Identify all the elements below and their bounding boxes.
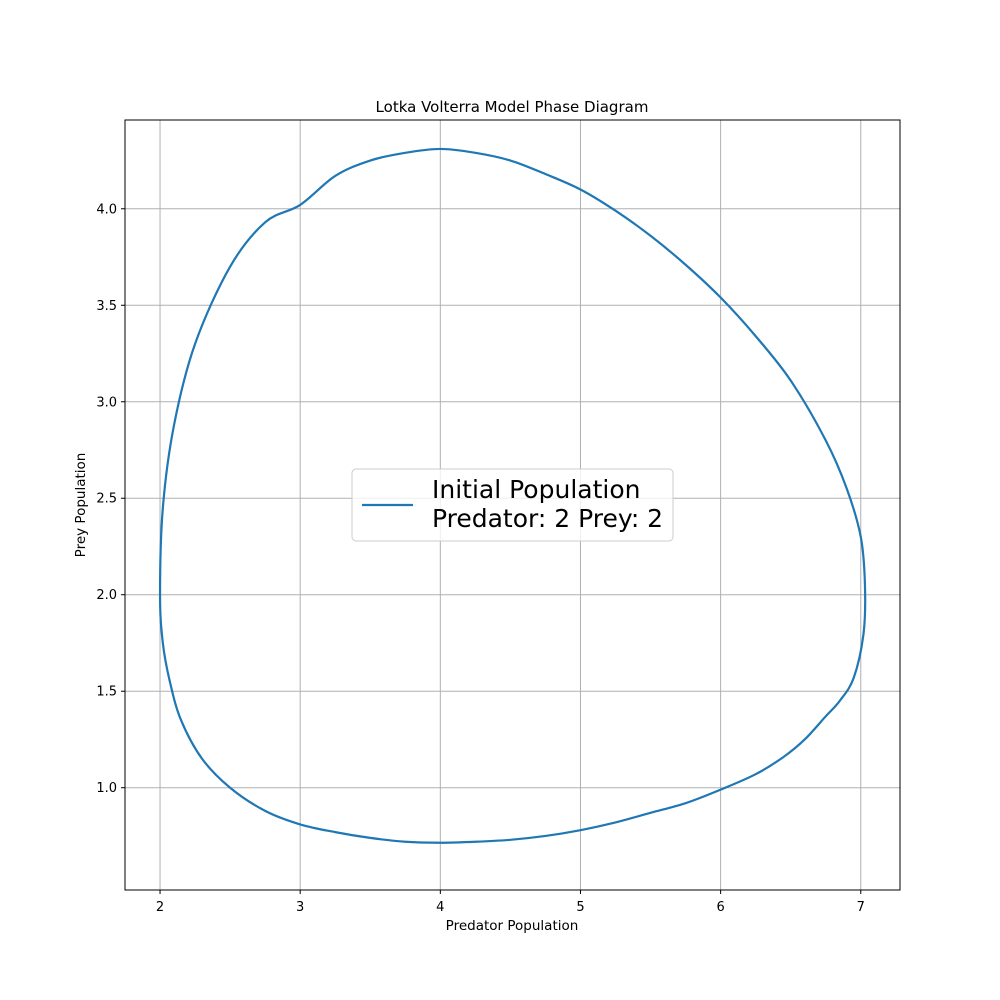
y-tick-label: 2.0 [96, 588, 117, 603]
legend-label-line-1: Initial Population [432, 475, 640, 504]
y-ticks: 1.0 1.5 2.0 2.5 3.0 3.5 4.0 [96, 202, 125, 796]
x-tick-label: 5 [576, 900, 584, 915]
legend: Initial Population Predator: 2 Prey: 2 [351, 468, 674, 542]
y-tick-label: 1.0 [96, 781, 117, 796]
x-axis-label: Predator Population [446, 918, 579, 934]
y-tick-label: 3.0 [96, 395, 117, 410]
axes-frame [124, 119, 901, 891]
phase-curve [158, 147, 867, 844]
series-layer [158, 147, 867, 844]
x-ticks: 2 3 4 5 6 7 [156, 890, 865, 915]
x-tick-label: 4 [436, 900, 444, 915]
x-tick-label: 2 [156, 900, 164, 915]
y-tick-label: 4.0 [96, 202, 117, 217]
y-tick-label: 2.5 [96, 492, 117, 507]
x-tick-label: 7 [857, 900, 865, 915]
y-axis-label: Prey Population [73, 453, 89, 558]
x-tick-label: 6 [716, 900, 724, 915]
x-tick-label: 3 [296, 900, 304, 915]
y-tick-label: 3.5 [96, 299, 117, 314]
legend-label-line-2: Predator: 2 Prey: 2 [432, 504, 663, 533]
y-tick-label: 1.5 [96, 685, 117, 700]
legend-box [351, 468, 674, 542]
chart-title: Lotka Volterra Model Phase Diagram [376, 98, 649, 116]
